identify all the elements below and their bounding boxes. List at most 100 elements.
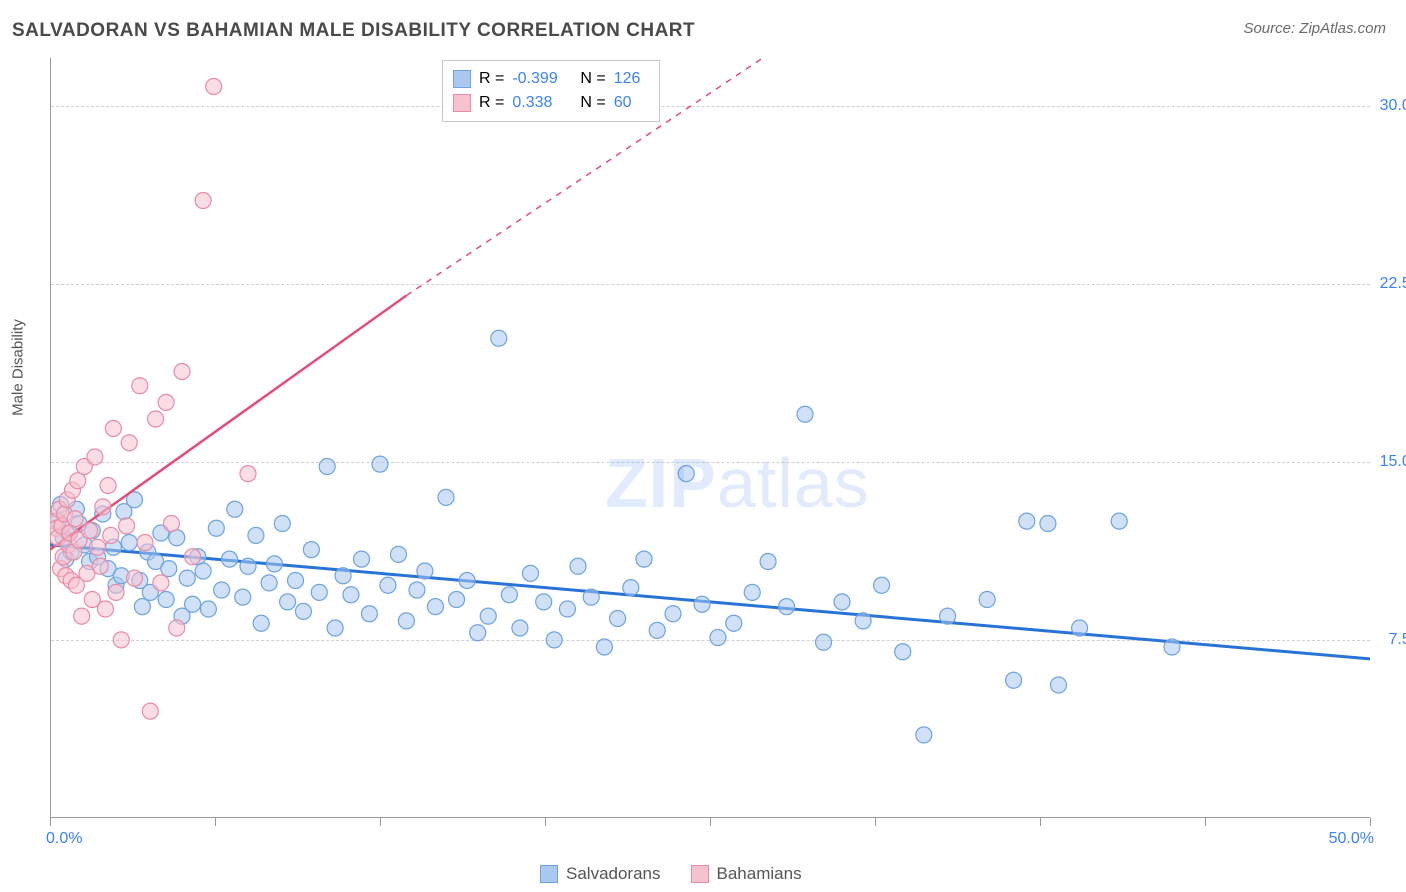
data-point: [195, 193, 211, 209]
data-point: [158, 394, 174, 410]
data-point: [214, 582, 230, 598]
x-tick: [1370, 818, 1371, 826]
data-point: [121, 435, 137, 451]
data-point: [678, 466, 694, 482]
data-point: [779, 599, 795, 615]
r-value-salvadorans: -0.399: [512, 67, 572, 91]
data-point: [240, 466, 256, 482]
data-point: [855, 613, 871, 629]
stats-legend: R = -0.399 N = 126 R = 0.338 N = 60: [442, 60, 660, 122]
data-point: [354, 551, 370, 567]
plot-area: 7.5%15.0%22.5%30.0% 0.0% 50.0% ZIPatlas: [50, 58, 1370, 818]
data-point: [137, 535, 153, 551]
data-point: [82, 523, 98, 539]
data-point: [335, 568, 351, 584]
data-point: [760, 554, 776, 570]
y-tick-label: 15.0%: [1380, 453, 1406, 471]
data-point: [343, 587, 359, 603]
data-point: [1164, 639, 1180, 655]
data-point: [248, 527, 264, 543]
data-point: [816, 634, 832, 650]
legend-label-salvadorans: Salvadorans: [566, 864, 661, 884]
n-value-bahamians: 60: [614, 91, 649, 115]
data-point: [501, 587, 517, 603]
x-axis-max-label: 50.0%: [1329, 830, 1374, 848]
data-point: [67, 511, 83, 527]
legend-item-bahamians: Bahamians: [691, 864, 802, 884]
data-point: [1019, 513, 1035, 529]
x-tick: [545, 818, 546, 826]
data-point: [480, 608, 496, 624]
x-axis-min-label: 0.0%: [46, 830, 82, 848]
swatch-bahamians: [453, 94, 471, 112]
x-tick: [380, 818, 381, 826]
data-point: [169, 530, 185, 546]
data-point: [895, 644, 911, 660]
data-point: [74, 608, 90, 624]
y-tick-label: 7.5%: [1389, 631, 1406, 649]
x-tick: [215, 818, 216, 826]
x-tick: [1040, 818, 1041, 826]
data-point: [87, 449, 103, 465]
data-point: [694, 596, 710, 612]
data-point: [559, 601, 575, 617]
data-point: [636, 551, 652, 567]
data-point: [536, 594, 552, 610]
data-point: [546, 632, 562, 648]
data-point: [169, 620, 185, 636]
data-point: [134, 599, 150, 615]
n-value-salvadorans: 126: [614, 67, 649, 91]
data-point: [153, 575, 169, 591]
data-point: [1006, 672, 1022, 688]
data-point: [280, 594, 296, 610]
data-point: [372, 456, 388, 472]
data-point: [195, 563, 211, 579]
x-tick: [710, 818, 711, 826]
data-point: [261, 575, 277, 591]
data-point: [570, 558, 586, 574]
data-point: [274, 516, 290, 532]
data-point: [1050, 677, 1066, 693]
data-point: [327, 620, 343, 636]
data-point: [409, 582, 425, 598]
data-point: [470, 625, 486, 641]
data-point: [665, 606, 681, 622]
n-label: N =: [580, 91, 605, 115]
data-point: [710, 630, 726, 646]
data-point: [916, 727, 932, 743]
data-point: [874, 577, 890, 593]
legend-label-bahamians: Bahamians: [717, 864, 802, 884]
data-point: [610, 611, 626, 627]
data-point: [174, 364, 190, 380]
data-point: [95, 499, 111, 515]
data-point: [303, 542, 319, 558]
data-point: [206, 79, 222, 95]
r-value-bahamians: 0.338: [512, 91, 572, 115]
data-point: [132, 378, 148, 394]
data-point: [142, 703, 158, 719]
r-label: R =: [479, 91, 504, 115]
data-point: [459, 573, 475, 589]
data-point: [126, 570, 142, 586]
data-point: [108, 584, 124, 600]
y-axis-title: Male Disability: [10, 319, 27, 416]
x-tick: [50, 818, 51, 826]
data-point: [512, 620, 528, 636]
data-point: [940, 608, 956, 624]
data-point: [522, 565, 538, 581]
source-attribution: Source: ZipAtlas.com: [1243, 20, 1386, 37]
data-point: [649, 622, 665, 638]
x-tick: [1205, 818, 1206, 826]
swatch-salvadorans: [453, 70, 471, 88]
n-label: N =: [580, 67, 605, 91]
data-point: [92, 558, 108, 574]
data-point: [319, 459, 335, 475]
data-point: [596, 639, 612, 655]
data-point: [295, 603, 311, 619]
data-point: [288, 573, 304, 589]
data-point: [380, 577, 396, 593]
chart-title: SALVADORAN VS BAHAMIAN MALE DISABILITY C…: [12, 20, 695, 42]
data-point: [390, 546, 406, 562]
data-point: [1111, 513, 1127, 529]
data-point: [744, 584, 760, 600]
